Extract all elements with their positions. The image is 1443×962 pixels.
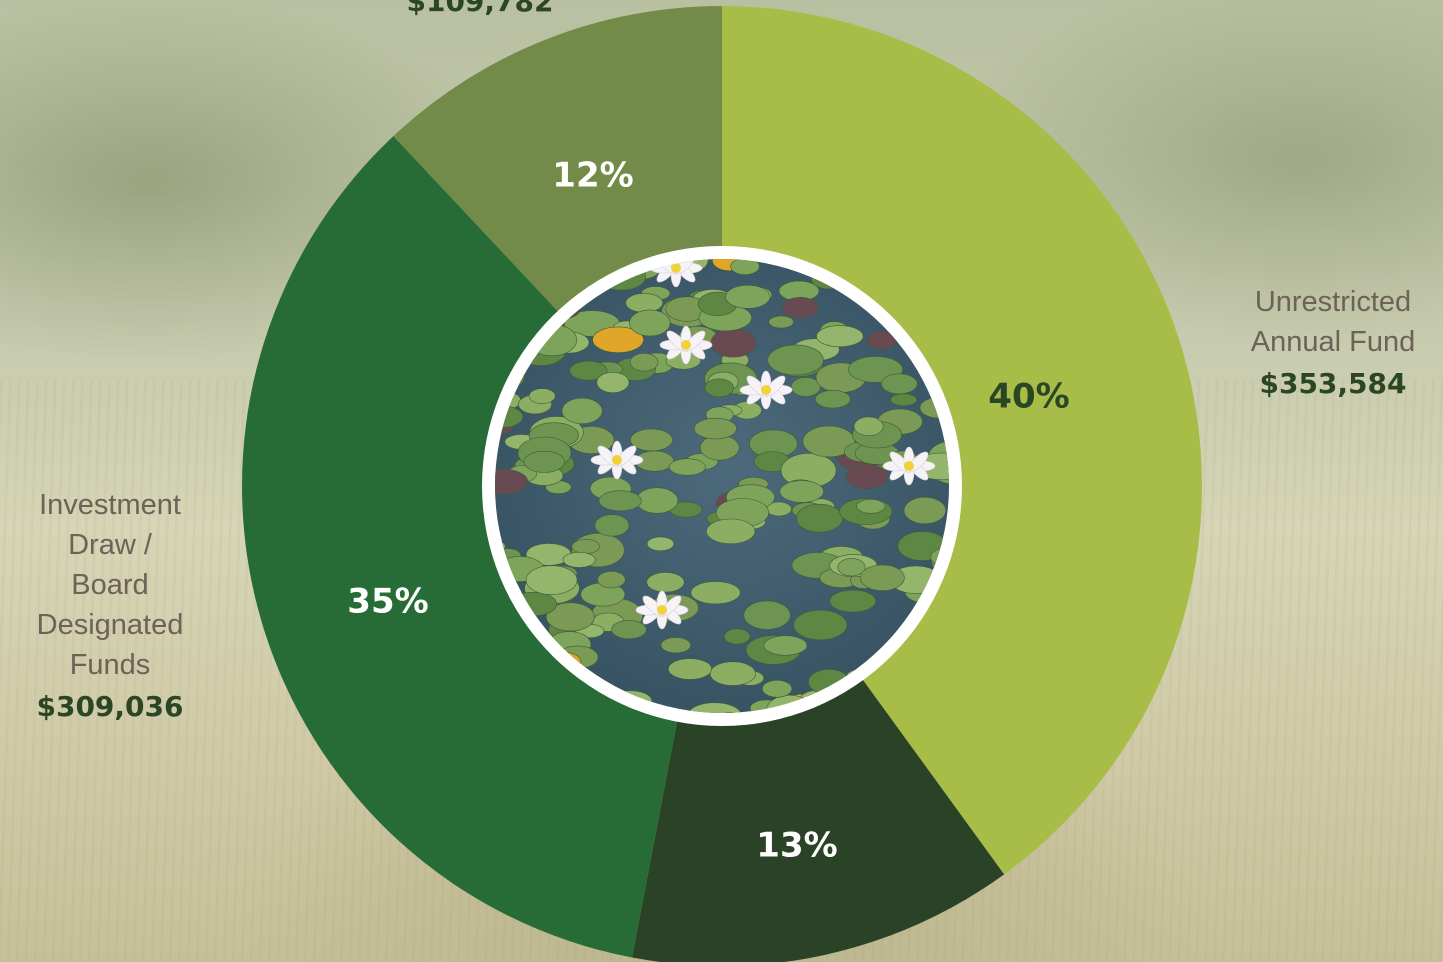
lily-pad [690,581,741,605]
lily-pad [709,661,756,686]
lily-pad [629,353,659,372]
lily-pad [880,373,918,395]
investment-draw-label: Investment Draw / Board Designated Funds… [10,485,210,725]
unrestricted-line-1: Unrestricted [1254,286,1412,318]
lily-pad [793,609,848,641]
pie-slice-investment-draw-board-designated-funds [242,136,722,958]
lily-pad [859,564,905,591]
lily-pad [802,425,856,458]
lily-pad [523,450,565,473]
lily-pad [761,679,793,698]
lily-pad [629,309,671,337]
lily-pad [660,637,691,654]
lily-pad [856,498,886,514]
lily-pad [625,293,664,313]
water-lily-flower [590,440,644,480]
unrestricted-line-2: Annual Fund [1250,326,1416,358]
investment-line-1: Investment [39,489,181,521]
lily-pad [545,602,595,632]
lily-pad [594,514,630,537]
lily-pad [597,570,626,589]
lily-pad [562,552,596,568]
lily-pad [853,416,884,437]
lily-pad [767,344,824,376]
lily-pad [816,325,864,348]
lily-pad [687,702,742,713]
lily-pad [706,518,756,545]
lily-pad [630,428,673,452]
top-slice-label: $109,782 [380,0,580,20]
pie-slice-unrestricted-annual-fund [722,6,1203,875]
lily-pad [646,536,675,552]
lily-pad [668,458,706,476]
lily-pad [571,539,600,554]
lily-pad [846,464,888,489]
lily-pad [763,635,808,656]
lily-pad [730,259,760,275]
lily-pad [495,468,529,495]
lily-pad [569,360,608,381]
water-lily-flower [659,325,713,365]
percent-labels: 40% 13% 35% 12% [347,156,1069,866]
lily-pad [561,397,603,425]
unrestricted-amount: $353,584 [1259,367,1407,400]
lily-pad [903,496,947,525]
lily-pad [598,490,642,512]
percent-label-1: 40% [988,377,1069,417]
lily-pad [837,558,866,577]
lily-pad [768,315,794,329]
lily-pad [611,620,647,640]
lily-pad [743,600,791,630]
lily-pad [790,377,821,397]
lily-pad [528,388,556,404]
unrestricted-annual-fund-label: Unrestricted Annual Fund $353,584 [1218,282,1443,402]
lily-pad [704,378,734,398]
lily-pad [725,284,771,309]
lily-pad [716,712,742,713]
lily-pad [525,565,578,595]
lily-pad [710,328,756,358]
water-lily-flower [635,590,689,630]
lily-pad [814,390,851,409]
investment-line-4: Designated [36,609,184,641]
lily-pad [779,480,824,503]
investment-line-5: Funds [69,649,151,681]
investment-line-3: Board [71,569,149,601]
lily-pad [829,589,877,613]
lily-pad [635,487,679,514]
lily-pad [723,628,751,645]
water-lily-flower [882,446,936,486]
lily-pad [890,393,918,407]
percent-label-3: 35% [347,582,428,622]
lily-pad [667,658,712,680]
investment-amount: $309,036 [36,690,184,723]
water-lily-flower [739,370,793,410]
investment-line-2: Draw / [68,529,152,561]
top-amount: $109,782 [406,0,554,18]
lily-pad [596,371,630,393]
lily-pad [782,297,819,319]
percent-label-4: 12% [552,156,633,196]
lily-pad [693,417,737,440]
lily-pad [795,503,843,533]
lily-pad [592,326,644,353]
lily-pad [646,572,685,593]
percent-label-2: 13% [756,826,837,866]
